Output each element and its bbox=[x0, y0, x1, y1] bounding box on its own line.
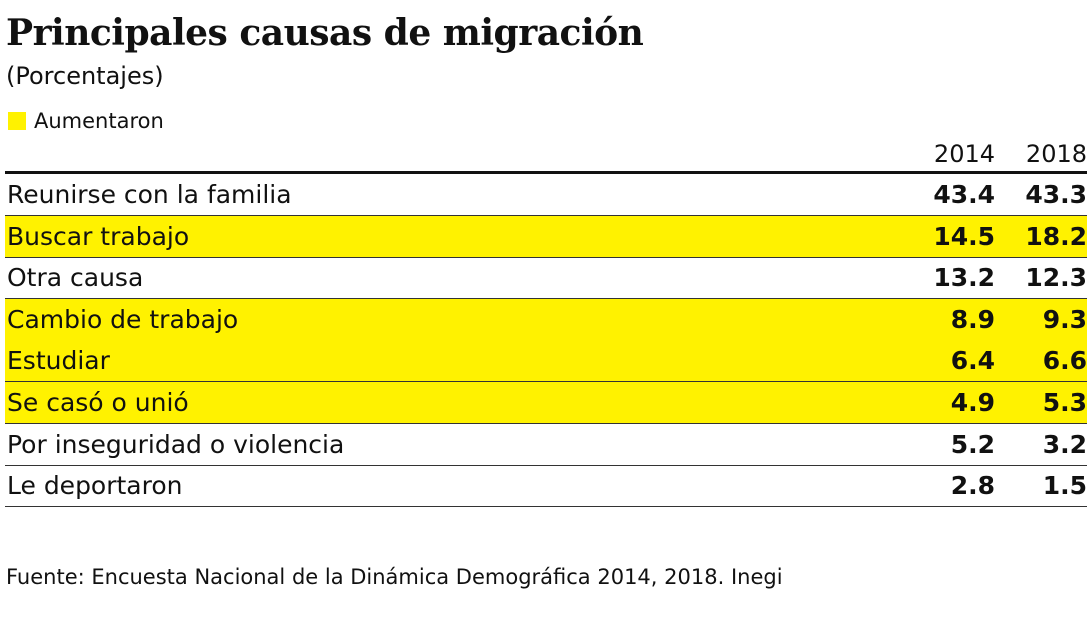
table-row: Se casó o unió 4.9 5.3 bbox=[5, 382, 1087, 424]
row-label: Estudiar bbox=[7, 346, 110, 376]
cell-value: 2.8 bbox=[950, 471, 995, 501]
row-label: Buscar trabajo bbox=[7, 221, 190, 251]
table-row: Le deportaron 2.8 1.5 bbox=[5, 465, 1087, 508]
title: Principales causas de migración bbox=[6, 12, 644, 54]
cell-value: 13.2 bbox=[933, 263, 995, 293]
row-label: Se casó o unió bbox=[7, 388, 189, 417]
column-header: 2014 bbox=[933, 140, 995, 168]
cell-value: 9.3 bbox=[1042, 304, 1087, 334]
source: Fuente: Encuesta Nacional de la Dinámica… bbox=[6, 565, 783, 589]
cell-value: 5.2 bbox=[950, 429, 995, 459]
cell-value: 8.9 bbox=[950, 304, 995, 334]
table-row: Reunirse con la familia 43.4 43.3 bbox=[5, 174, 1087, 216]
cell-value: 3.2 bbox=[1042, 429, 1087, 459]
cell-value: 43.3 bbox=[1025, 180, 1087, 209]
row-label: Por inseguridad o violencia bbox=[7, 429, 345, 459]
table-row: Buscar trabajo 14.5 18.2 bbox=[5, 215, 1087, 258]
table-row: Estudiar 6.4 6.6 bbox=[5, 340, 1087, 383]
table-row: Por inseguridad o violencia 5.2 3.2 bbox=[5, 424, 1087, 466]
cell-value: 6.6 bbox=[1042, 346, 1087, 376]
row-label: Le deportaron bbox=[7, 471, 183, 501]
cell-value: 18.2 bbox=[1025, 221, 1087, 251]
cell-value: 43.4 bbox=[933, 180, 995, 209]
cell-value: 12.3 bbox=[1025, 263, 1087, 293]
subtitle: (Porcentajes) bbox=[6, 62, 164, 90]
table-row: Cambio de trabajo 8.9 9.3 bbox=[5, 298, 1087, 341]
cell-value: 4.9 bbox=[950, 388, 995, 417]
row-label: Otra causa bbox=[7, 263, 144, 293]
row-label: Reunirse con la familia bbox=[7, 180, 292, 209]
cell-value: 14.5 bbox=[933, 221, 995, 251]
legend-swatch bbox=[8, 112, 26, 130]
column-header: 2018 bbox=[1025, 140, 1087, 168]
row-label: Cambio de trabajo bbox=[7, 304, 239, 334]
header-rule bbox=[5, 171, 1087, 174]
cell-value: 6.4 bbox=[950, 346, 995, 376]
cell-value: 1.5 bbox=[1042, 471, 1087, 501]
cell-value: 5.3 bbox=[1042, 388, 1087, 417]
legend-label: Aumentaron bbox=[34, 109, 164, 133]
table-row: Otra causa 13.2 12.3 bbox=[5, 257, 1087, 300]
